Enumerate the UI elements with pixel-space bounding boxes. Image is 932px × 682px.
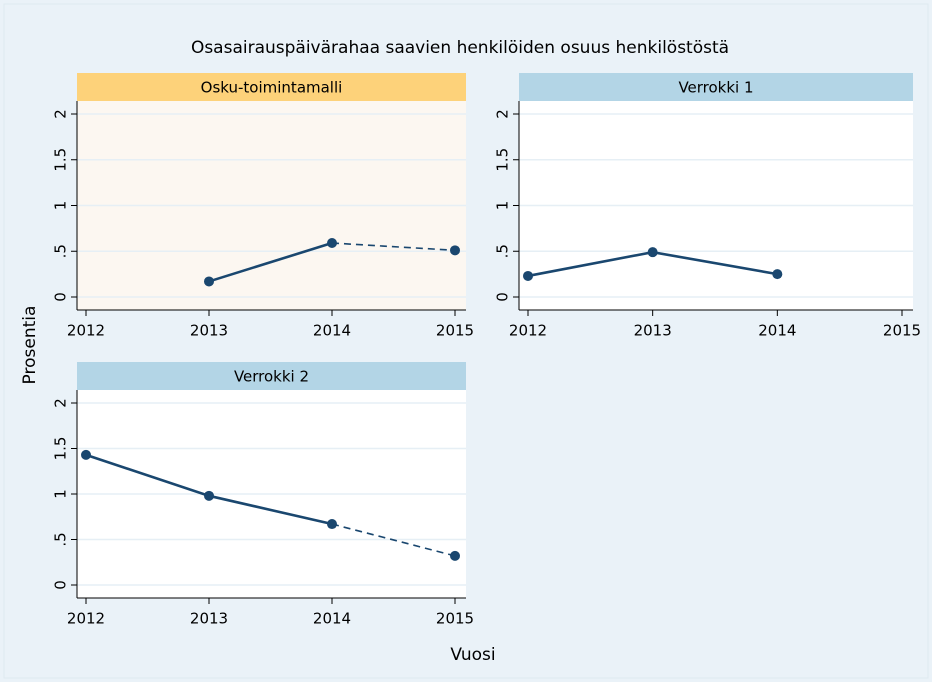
marker: [647, 247, 658, 258]
dashed-line: [331, 242, 456, 252]
x-tick-label: 2015: [436, 610, 474, 628]
marker: [204, 276, 214, 287]
y-tick-label: 2: [52, 109, 70, 119]
x-tick-label: 2014: [758, 322, 796, 340]
x-tick-label: 2013: [634, 322, 672, 340]
x-tick-label: 2012: [67, 610, 105, 628]
y-tick-label: 1: [494, 201, 512, 211]
marker: [327, 519, 337, 530]
y-tick-label: 1.5: [52, 148, 70, 172]
y-tick-label: 1: [52, 489, 70, 499]
x-tick-label: 2012: [509, 322, 547, 340]
y-tick-label: 0: [494, 292, 512, 302]
marker: [204, 490, 214, 501]
y-tick-label: 2: [52, 398, 70, 408]
x-tick-label: 2013: [190, 610, 228, 628]
x-tick-label: 2012: [67, 322, 105, 340]
marker: [772, 269, 783, 280]
marker: [327, 238, 337, 249]
x-tick-label: 2014: [313, 322, 351, 340]
panel-title: Osku-toimintamalli: [201, 79, 343, 97]
y-tick-label: .5: [52, 244, 70, 258]
y-tick-label: 1.5: [494, 148, 512, 172]
y-tick-label: .5: [52, 532, 70, 546]
y-tick-label: 0: [52, 580, 70, 590]
line: [208, 241, 333, 283]
chart-title: Osasairauspäivärahaa saavien henkilöiden…: [191, 38, 729, 58]
marker: [81, 449, 91, 460]
y-tick-label: .5: [494, 244, 512, 258]
frame: [3, 3, 929, 679]
y-tick-label: 1.5: [52, 437, 70, 461]
panel-header: [519, 73, 913, 101]
marker: [450, 550, 460, 561]
x-tick-label: 2015: [436, 322, 474, 340]
panel-header: [77, 73, 466, 101]
panel-header: [77, 362, 466, 390]
x-axis-label: Vuosi: [450, 645, 495, 665]
y-tick-label: 1: [52, 201, 70, 211]
y-axis-label: Prosentia: [20, 306, 40, 385]
panel-title: Verrokki 2: [234, 368, 309, 386]
dashed-line: [331, 523, 456, 557]
x-tick-label: 2015: [883, 322, 921, 340]
marker: [523, 270, 533, 281]
marker: [450, 245, 460, 256]
x-tick-label: 2014: [313, 610, 351, 628]
panel-title: Verrokki 1: [678, 79, 753, 97]
x-tick-label: 2013: [190, 322, 228, 340]
y-tick-label: 0: [52, 292, 70, 302]
y-tick-label: 2: [494, 109, 512, 119]
